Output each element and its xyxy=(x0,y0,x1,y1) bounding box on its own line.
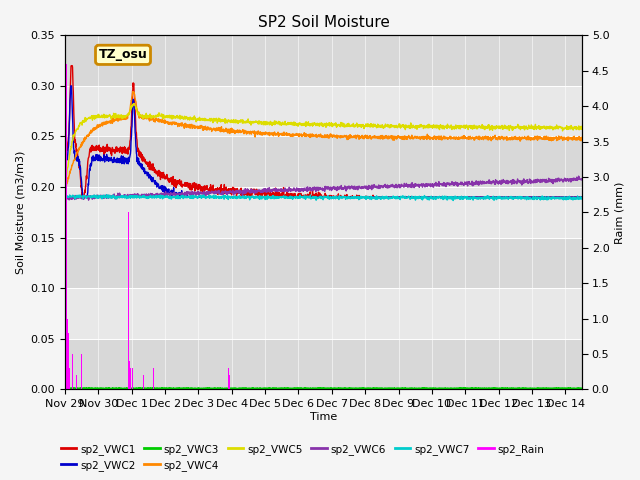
Bar xyxy=(70,361,72,389)
Bar xyxy=(132,368,133,389)
Bar xyxy=(153,368,154,389)
Bar xyxy=(67,319,68,389)
Bar xyxy=(65,136,582,187)
Bar xyxy=(69,368,70,389)
Y-axis label: Soil Moisture (m3/m3): Soil Moisture (m3/m3) xyxy=(15,151,25,274)
Bar xyxy=(128,212,129,389)
Bar xyxy=(72,354,73,389)
Legend: sp2_VWC1, sp2_VWC2, sp2_VWC3, sp2_VWC4, sp2_VWC5, sp2_VWC6, sp2_VWC7, sp2_Rain: sp2_VWC1, sp2_VWC2, sp2_VWC3, sp2_VWC4, … xyxy=(56,439,549,475)
Bar xyxy=(68,354,70,389)
Text: TZ_osu: TZ_osu xyxy=(99,48,147,61)
Bar xyxy=(65,36,582,86)
Bar xyxy=(228,368,229,389)
Title: SP2 Soil Moisture: SP2 Soil Moisture xyxy=(257,15,389,30)
X-axis label: Time: Time xyxy=(310,412,337,422)
Bar xyxy=(129,361,130,389)
Bar xyxy=(143,375,144,389)
Bar xyxy=(229,375,230,389)
Bar xyxy=(65,339,582,389)
Bar xyxy=(76,375,77,389)
Bar xyxy=(81,354,82,389)
Bar xyxy=(84,368,86,389)
Bar xyxy=(65,238,582,288)
Y-axis label: Raim (mm): Raim (mm) xyxy=(615,181,625,243)
